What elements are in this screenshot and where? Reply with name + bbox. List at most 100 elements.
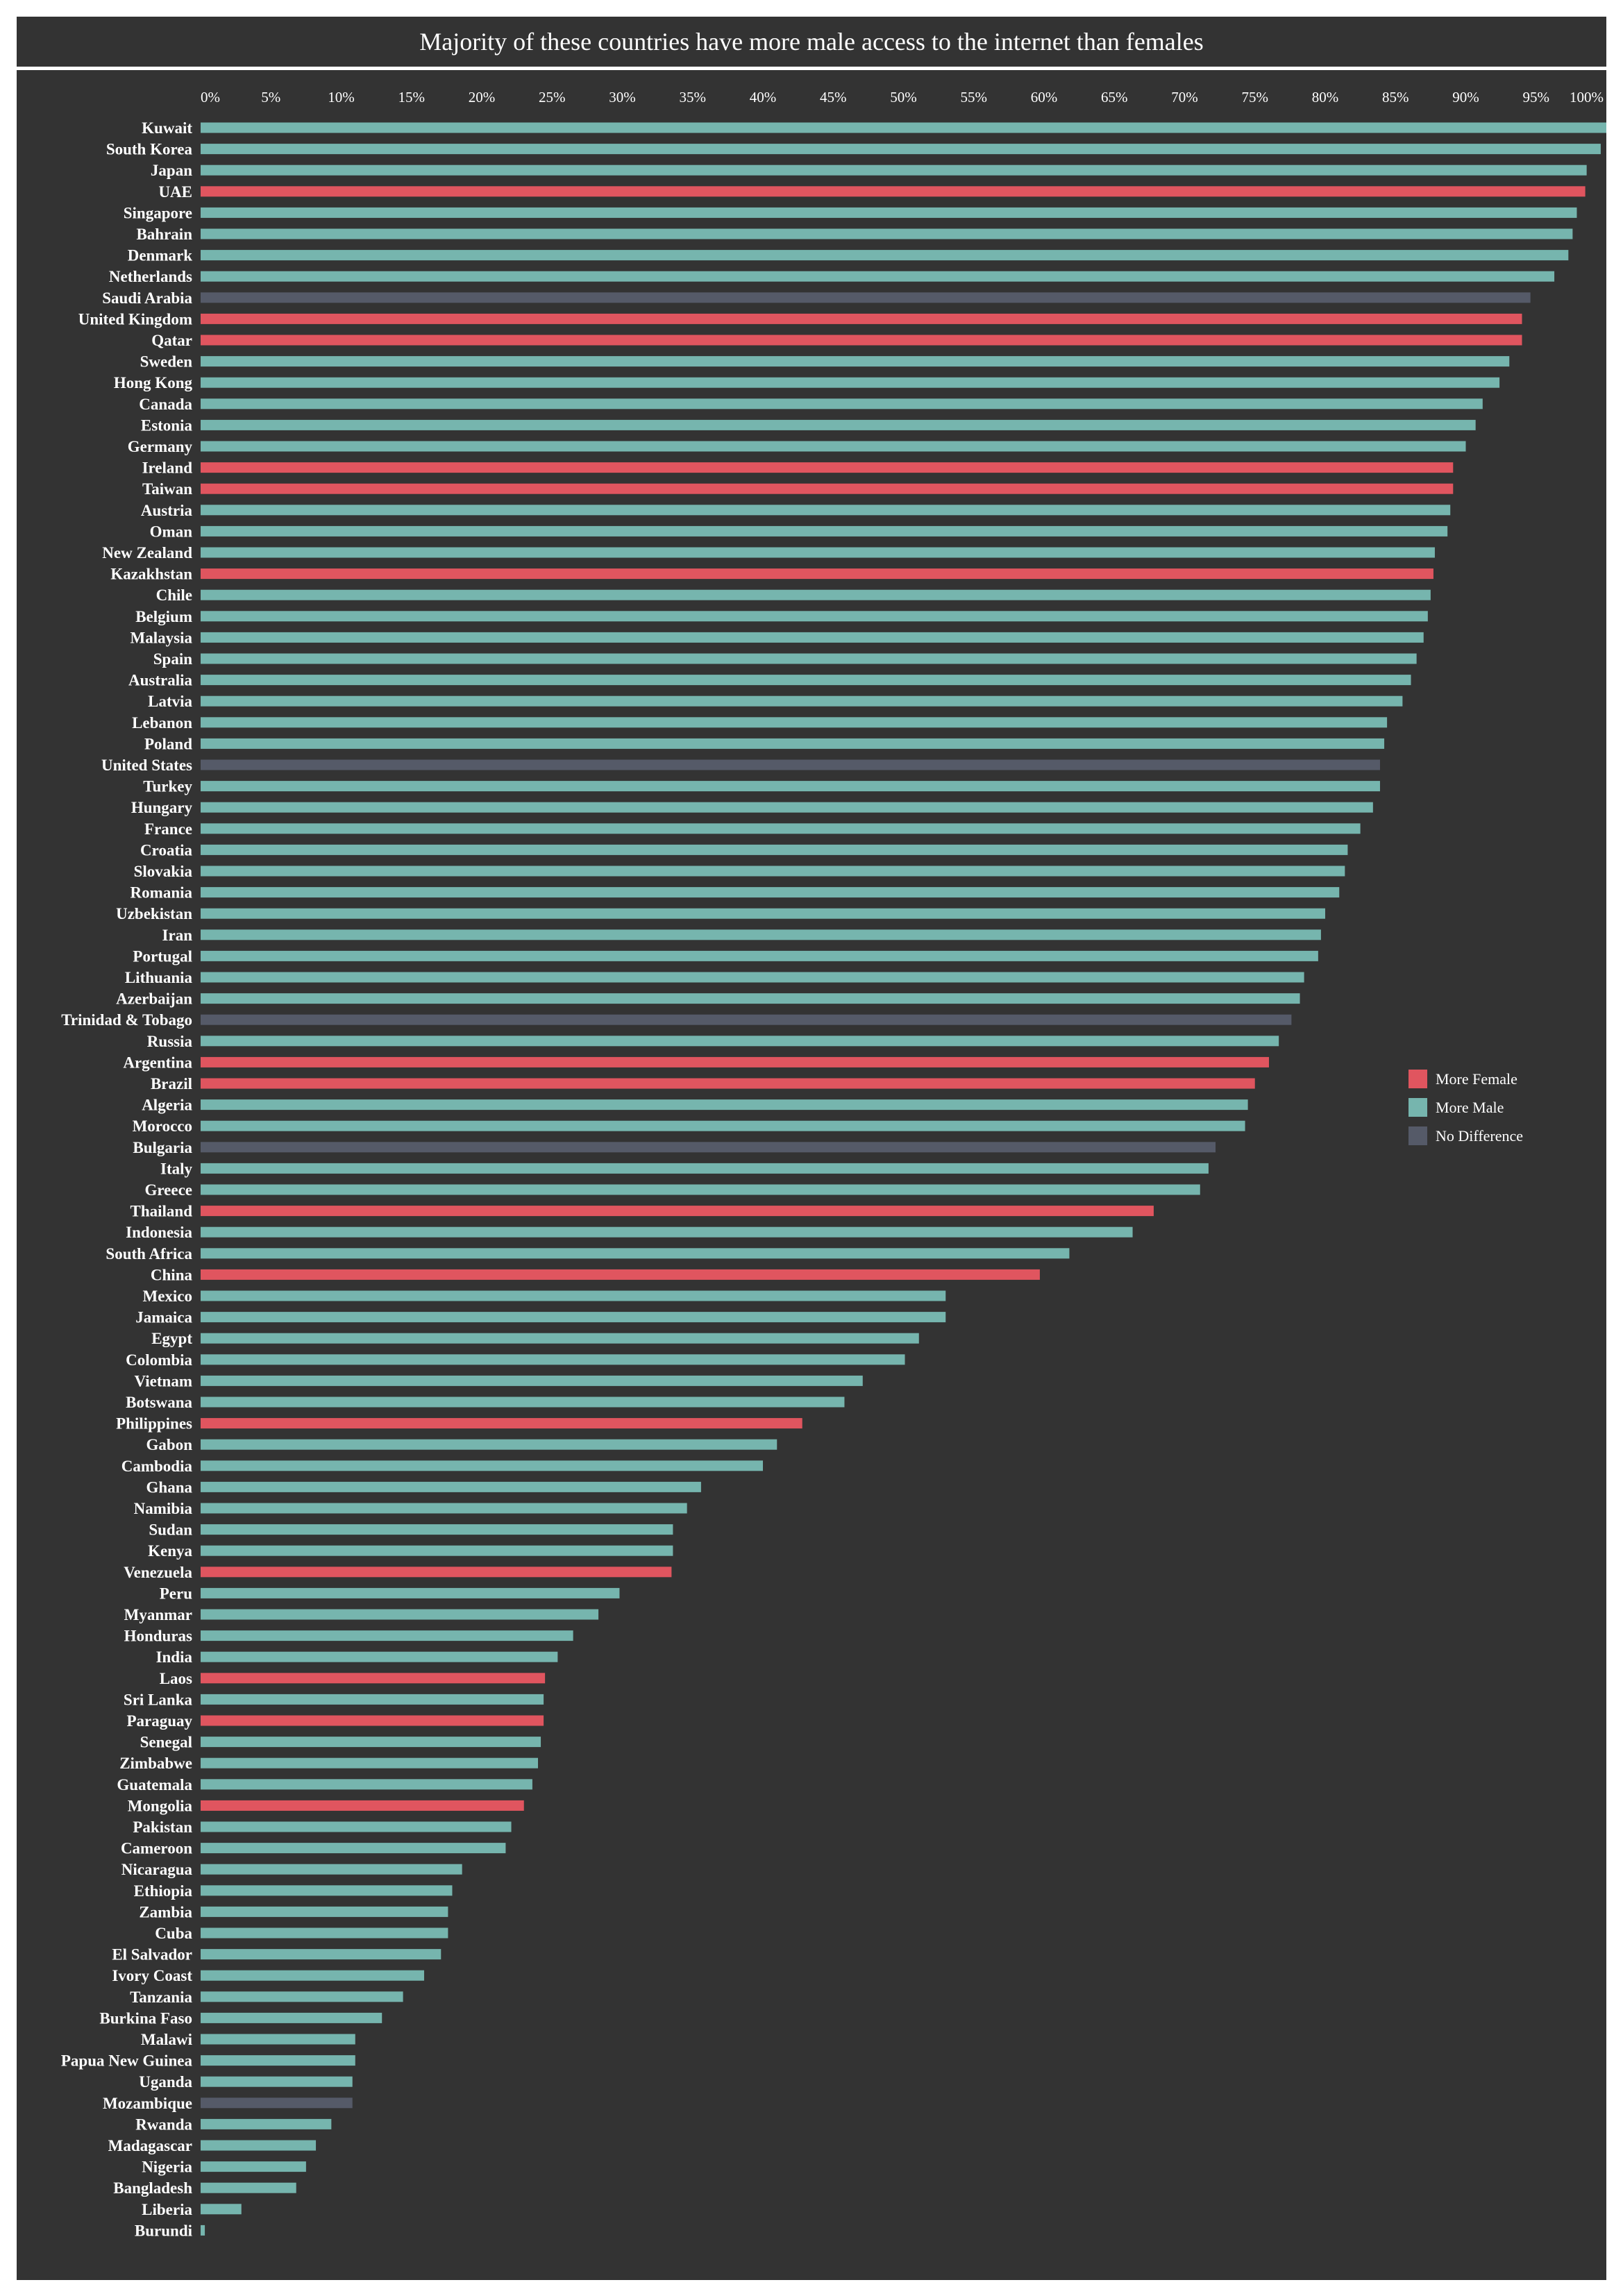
country-label: Turkey: [143, 778, 192, 795]
country-label: Zimbabwe: [119, 1755, 192, 1772]
bar: [201, 1609, 599, 1620]
bar: [201, 1333, 919, 1344]
bar: [201, 1800, 524, 1811]
x-tick-label: 5%: [261, 89, 280, 105]
bar: [201, 611, 1428, 622]
country-label: Kuwait: [142, 119, 192, 137]
country-label: Sudan: [149, 1521, 192, 1539]
country-label: Ghana: [146, 1478, 193, 1496]
country-label: Netherlands: [109, 268, 192, 285]
bar: [201, 1396, 845, 1408]
country-label: Rwanda: [135, 2116, 192, 2133]
country-label: Kazakhstan: [110, 566, 192, 583]
x-tick-label: 15%: [398, 89, 426, 105]
bar: [201, 2097, 353, 2109]
country-label: Cameroon: [121, 1840, 192, 1857]
country-label: Indonesia: [126, 1224, 192, 1241]
bar: [201, 419, 1476, 430]
bar: [201, 887, 1340, 898]
legend-item: No Difference: [1408, 1122, 1523, 1150]
x-tick-label: 10%: [328, 89, 355, 105]
bar: [201, 1970, 424, 1981]
bar: [201, 1481, 701, 1492]
country-label: Mongolia: [128, 1797, 193, 1814]
bar: [201, 2161, 306, 2172]
country-label: Australia: [128, 672, 193, 689]
bar: [201, 186, 1586, 197]
country-label: Laos: [160, 1670, 192, 1687]
x-tick-label: 50%: [890, 89, 917, 105]
x-tick-label: 90%: [1452, 89, 1479, 105]
country-label: Mozambique: [103, 2095, 192, 2112]
country-label: Senegal: [140, 1734, 192, 1751]
x-tick-label: 80%: [1312, 89, 1339, 105]
bar: [201, 1439, 777, 1450]
country-label: Nicaragua: [121, 1861, 193, 1878]
country-label: Singapore: [124, 204, 192, 221]
bar: [201, 1694, 544, 1705]
country-label: Qatar: [151, 332, 192, 349]
bar: [201, 802, 1373, 813]
bar: [201, 1843, 506, 1854]
bar: [201, 1715, 544, 1726]
country-label: Gabon: [146, 1436, 193, 1453]
bar: [201, 122, 1606, 133]
bar: [201, 1630, 573, 1641]
bar: [201, 144, 1601, 155]
bar: [201, 1587, 620, 1598]
bar: [201, 1418, 802, 1429]
bar: [201, 441, 1466, 452]
x-tick-label: 85%: [1382, 89, 1409, 105]
x-tick-label: 25%: [539, 89, 566, 105]
bar: [201, 462, 1454, 473]
country-label: Poland: [144, 735, 192, 752]
bar: [201, 738, 1385, 749]
bar: [201, 589, 1431, 600]
country-label: Chile: [156, 586, 192, 604]
country-label: Morocco: [133, 1117, 192, 1135]
bar: [201, 2182, 296, 2193]
country-label: Portugal: [133, 947, 192, 965]
country-label: Pakistan: [133, 1818, 192, 1836]
bar: [201, 292, 1531, 303]
bar: [201, 1142, 1216, 1153]
bar-chart: 0% 5% 10% 15% 20% 25% 30% 35% 40% 45% 50% 55% 60% 65%…: [61, 89, 1606, 2239]
bar: [201, 1056, 1269, 1067]
bar: [201, 1078, 1255, 1089]
country-label: India: [156, 1648, 193, 1666]
country-label: Bulgaria: [133, 1139, 192, 1156]
country-label: Botswana: [126, 1394, 192, 1411]
bar: [201, 972, 1304, 983]
country-label: Estonia: [141, 416, 193, 434]
bar: [201, 1906, 448, 1917]
bar: [201, 1927, 448, 1939]
bar: [201, 335, 1522, 346]
country-label: Cambodia: [121, 1458, 193, 1475]
country-label: Trinidad & Tobago: [61, 1011, 192, 1029]
country-label: Mexico: [142, 1288, 192, 1305]
country-label: Cuba: [155, 1925, 192, 1942]
bar: [201, 2076, 353, 2087]
x-tick-label: 30%: [609, 89, 636, 105]
bar: [201, 547, 1435, 558]
country-label: El Salvador: [112, 1946, 192, 1964]
bar: [201, 844, 1348, 855]
bar: [201, 632, 1424, 643]
country-label: Italy: [160, 1160, 193, 1177]
x-tick-label: 20%: [469, 89, 496, 105]
country-label: Papua New Guinea: [61, 2052, 193, 2070]
country-label: Taiwan: [142, 480, 192, 498]
legend-item: More Male: [1408, 1093, 1523, 1122]
bar: [201, 908, 1325, 919]
bar: [201, 2204, 242, 2215]
legend-swatch: [1408, 1126, 1427, 1145]
bar: [201, 1460, 763, 1471]
bar: [201, 653, 1417, 664]
country-label: Guatemala: [117, 1776, 192, 1793]
country-label: Tanzania: [130, 1989, 192, 2006]
country-label: Denmark: [128, 247, 192, 264]
country-label: France: [144, 820, 192, 838]
bar: [201, 250, 1569, 261]
country-label: Malawi: [141, 2031, 193, 2048]
country-label: Thailand: [131, 1203, 193, 1220]
